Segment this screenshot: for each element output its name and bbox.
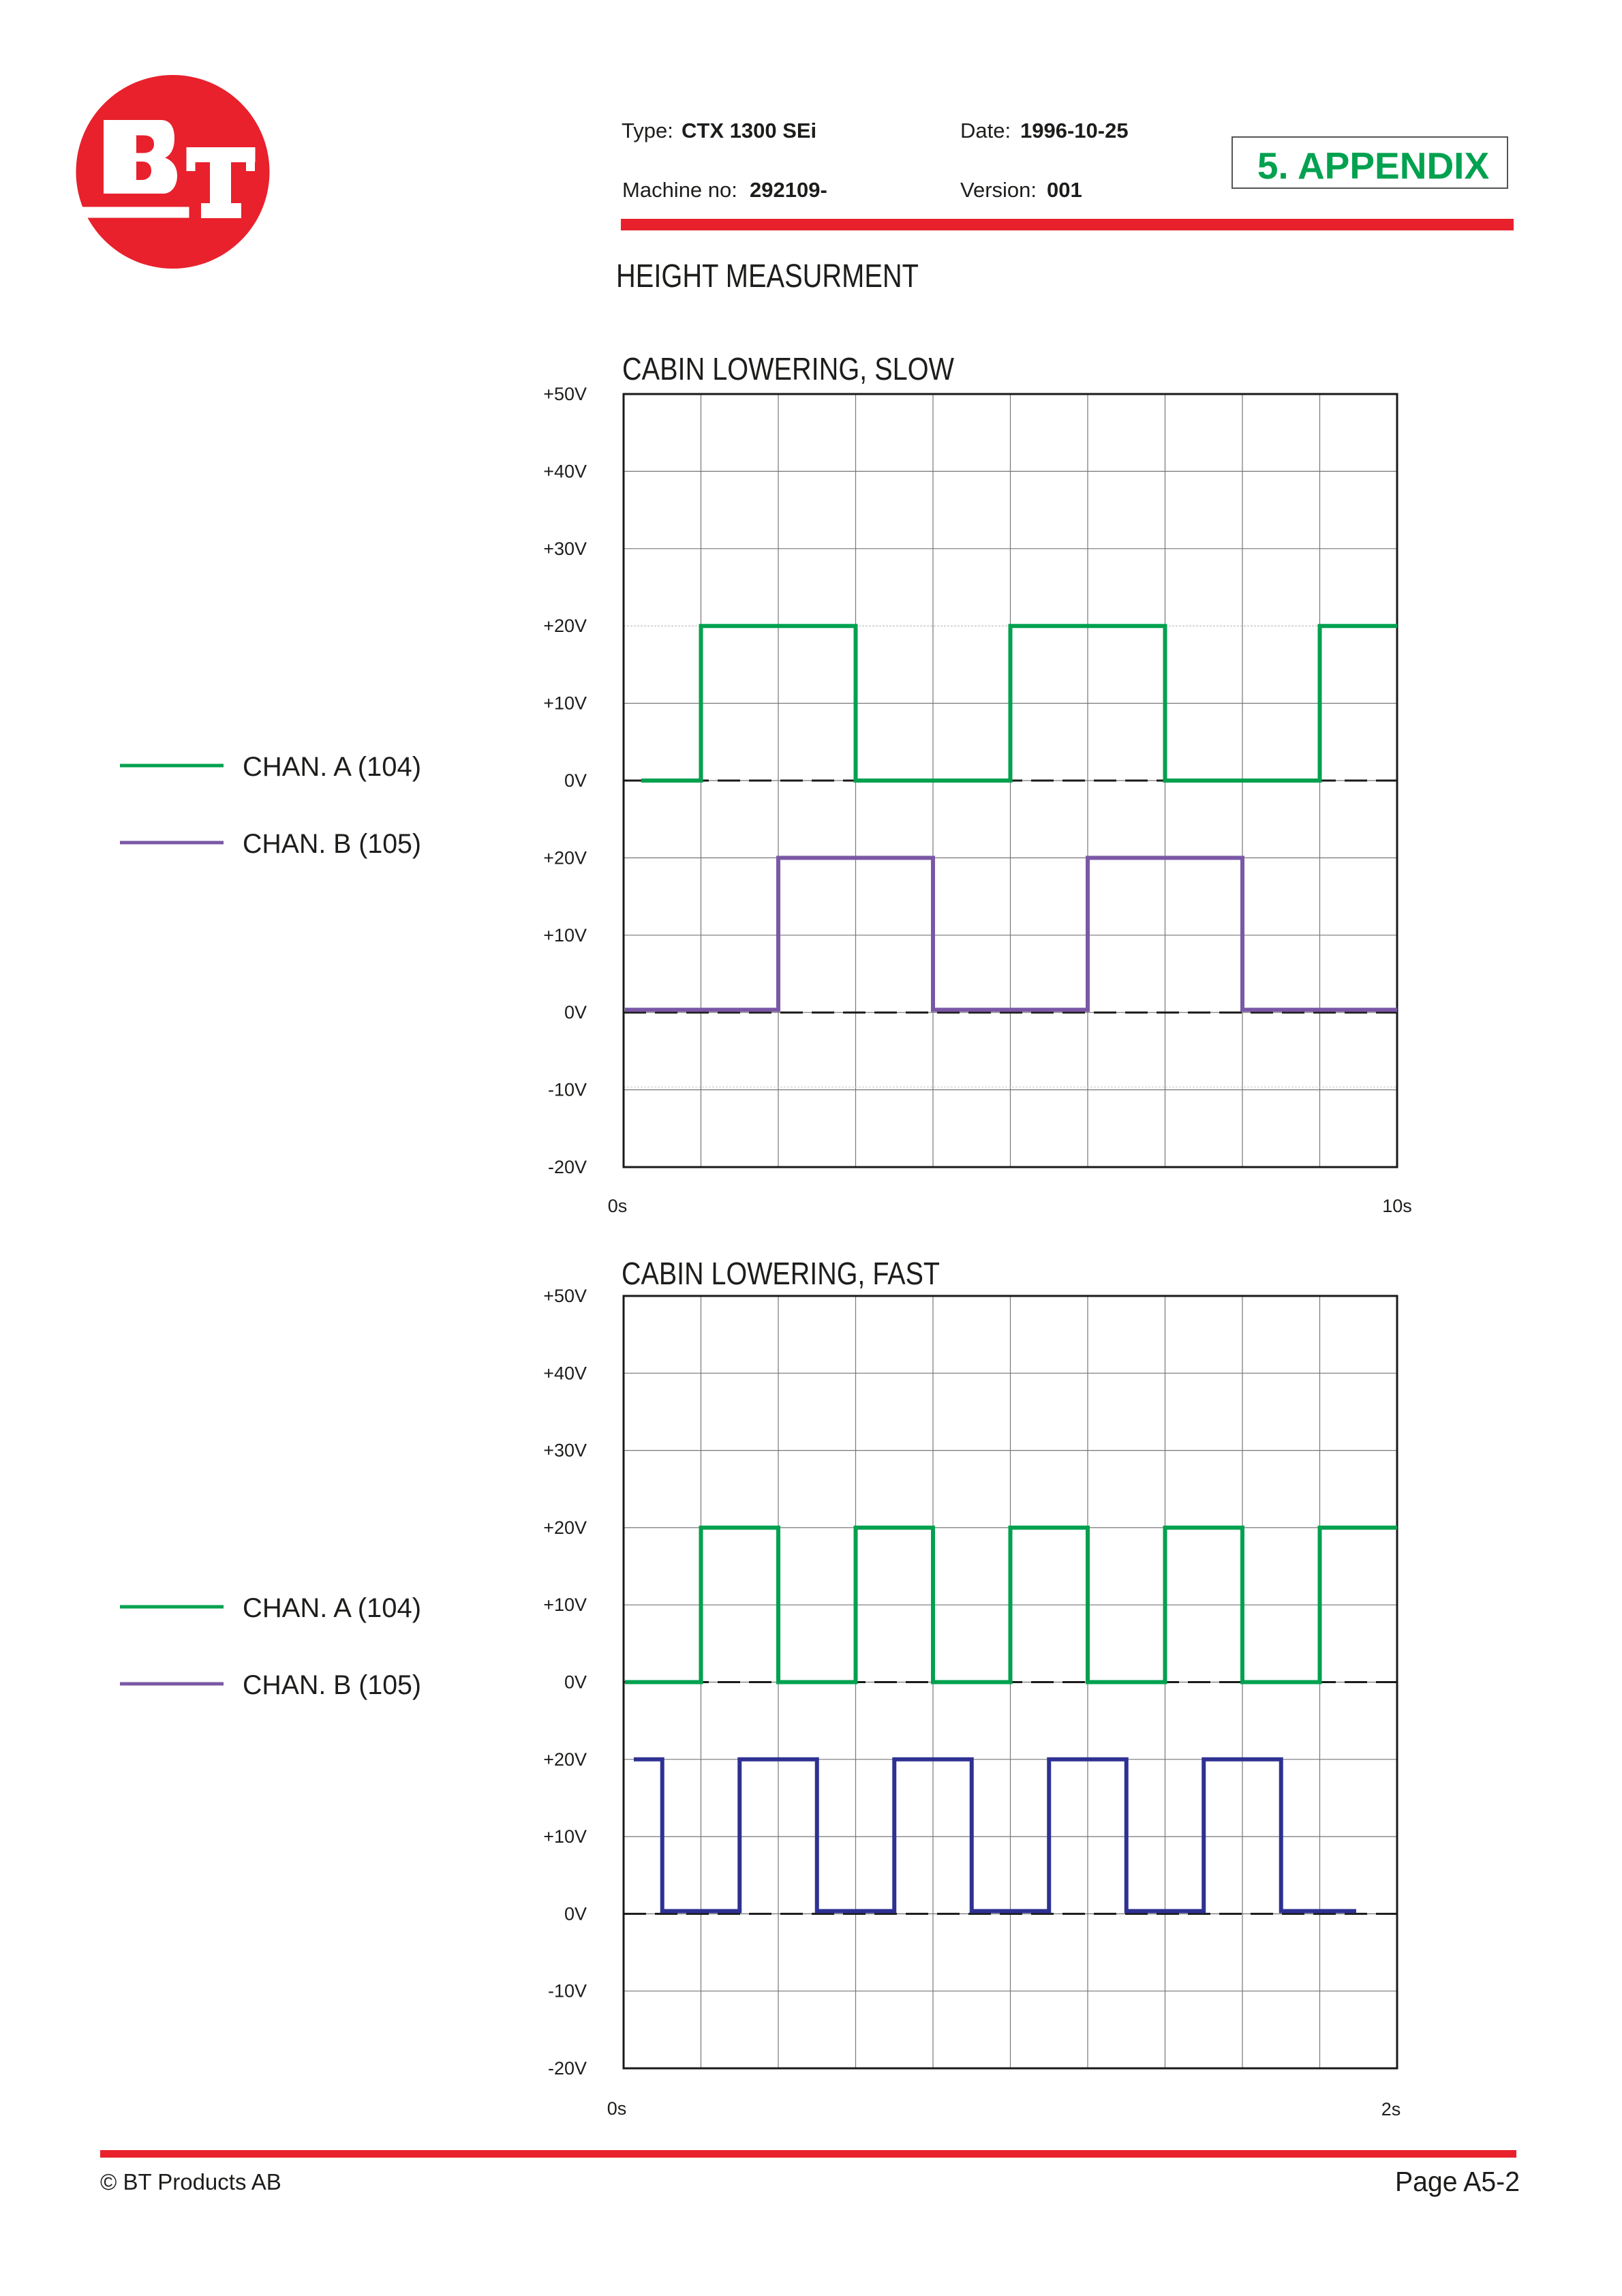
svg-text:+20V: +20V — [543, 1749, 587, 1770]
svg-text:-20V: -20V — [548, 1157, 587, 1177]
svg-text:0V: 0V — [564, 1672, 587, 1693]
svg-text:+40V: +40V — [543, 461, 587, 481]
svg-text:+50V: +50V — [543, 384, 587, 404]
svg-text:0V: 0V — [564, 1002, 587, 1023]
svg-text:0s: 0s — [608, 1196, 628, 1216]
svg-text:2s: 2s — [1381, 2099, 1401, 2119]
svg-text:292109-: 292109- — [750, 178, 827, 202]
svg-text:Version:: Version: — [960, 178, 1037, 202]
svg-text:Machine no:: Machine no: — [622, 178, 737, 202]
svg-text:© BT Products AB: © BT Products AB — [100, 2169, 281, 2194]
svg-text:CHAN. A (104): CHAN. A (104) — [243, 1593, 421, 1623]
svg-text:+40V: +40V — [543, 1363, 587, 1383]
svg-text:+30V: +30V — [543, 1440, 587, 1461]
svg-text:-10V: -10V — [548, 1080, 587, 1100]
svg-text:CABIN LOWERING, FAST: CABIN LOWERING, FAST — [622, 1256, 940, 1291]
svg-text:10s: 10s — [1382, 1196, 1412, 1216]
svg-text:CHAN. A (104): CHAN. A (104) — [243, 752, 421, 782]
svg-text:Page A5-2: Page A5-2 — [1395, 2166, 1520, 2197]
svg-text:+20V: +20V — [543, 847, 587, 868]
svg-text:+20V: +20V — [543, 1517, 587, 1538]
svg-text:CTX 1300 SEi: CTX 1300 SEi — [682, 119, 816, 142]
svg-text:0s: 0s — [607, 2098, 627, 2119]
svg-text:+10V: +10V — [543, 1595, 587, 1615]
svg-text:001: 001 — [1047, 178, 1082, 202]
svg-text:Type:: Type: — [622, 119, 673, 142]
svg-text:+10V: +10V — [543, 1826, 587, 1847]
svg-text:1996-10-25: 1996-10-25 — [1020, 119, 1129, 142]
svg-text:CHAN. B (105): CHAN. B (105) — [243, 829, 421, 859]
svg-text:+10V: +10V — [543, 693, 587, 714]
svg-text:+10V: +10V — [543, 925, 587, 946]
svg-text:0V: 0V — [564, 770, 587, 791]
svg-text:+30V: +30V — [543, 539, 587, 559]
svg-text:5. APPENDIX: 5. APPENDIX — [1257, 145, 1490, 187]
svg-text:-10V: -10V — [548, 1981, 587, 2002]
svg-text:Date:: Date: — [960, 119, 1011, 142]
svg-text:CABIN LOWERING, SLOW: CABIN LOWERING, SLOW — [622, 351, 954, 387]
svg-text:CHAN. B (105): CHAN. B (105) — [243, 1670, 421, 1700]
svg-text:HEIGHT MEASURMENT: HEIGHT MEASURMENT — [616, 258, 919, 294]
svg-text:+20V: +20V — [543, 616, 587, 636]
svg-text:+50V: +50V — [543, 1286, 587, 1306]
svg-text:0V: 0V — [564, 1903, 587, 1924]
svg-text:-20V: -20V — [548, 2058, 587, 2079]
